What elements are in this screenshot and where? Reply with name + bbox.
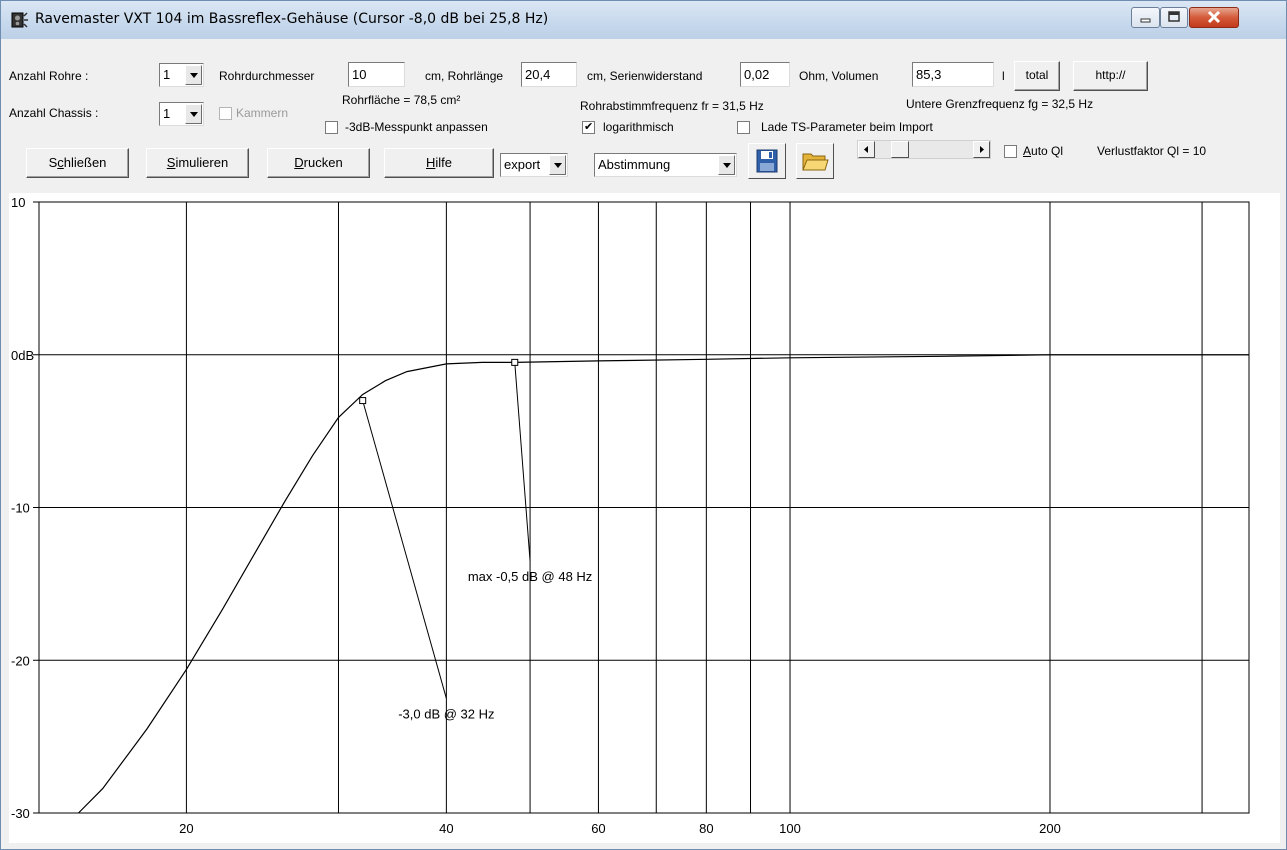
serienwiderstand-input[interactable]: 0,02 bbox=[740, 62, 790, 87]
title-bar[interactable]: Ravemaster VXT 104 im Bassreflex-Gehäuse… bbox=[1, 1, 1286, 39]
http-button[interactable]: http:// bbox=[1073, 61, 1148, 91]
chart-background bbox=[9, 193, 1280, 843]
x-tick-label: 20 bbox=[179, 821, 193, 836]
messpunkt-label: -3dB-Messpunkt anpassen bbox=[345, 120, 488, 134]
maximize-icon bbox=[1168, 11, 1180, 22]
auto-ql-checkbox[interactable] bbox=[1004, 145, 1017, 158]
y-tick-label: 10 bbox=[11, 195, 25, 210]
y-tick-label: 0dB bbox=[11, 348, 34, 363]
x-tick-label: 40 bbox=[439, 821, 453, 836]
annotation-marker bbox=[359, 397, 367, 405]
total-button[interactable]: total bbox=[1014, 61, 1060, 91]
scroll-right-button[interactable] bbox=[973, 141, 990, 158]
open-folder-icon bbox=[802, 153, 829, 171]
open-folder-button[interactable] bbox=[796, 143, 834, 179]
rohrabstimmfrequenz-text: Rohrabstimmfrequenz fr = 31,5 Hz bbox=[580, 99, 764, 113]
speaker-app-icon bbox=[11, 12, 28, 28]
grenzfrequenz-text: Untere Grenzfrequenz fg = 32,5 Hz bbox=[906, 97, 1094, 111]
chart-series bbox=[78, 354, 1249, 814]
close-icon bbox=[1207, 10, 1221, 24]
rohrlaenge-input[interactable]: 20,4 bbox=[521, 62, 577, 87]
chevron-down-icon[interactable] bbox=[718, 155, 735, 175]
lade-ts-checkbox[interactable] bbox=[737, 121, 750, 134]
volumen-input[interactable]: 85,3 bbox=[912, 62, 994, 87]
annotation-leader-line bbox=[514, 362, 531, 562]
simulieren-button[interactable]: Simulieren bbox=[146, 148, 249, 178]
serienwiderstand-label: cm, Serienwiderstand bbox=[587, 69, 703, 83]
y-tick-label: -30 bbox=[11, 806, 30, 821]
annotation-label: max -0,5 dB @ 48 Hz bbox=[468, 569, 592, 584]
client-area: Anzahl Rohre : 1 Rohrdurchmesser 10 cm, … bbox=[9, 43, 1280, 843]
volumen-label: Ohm, Volumen bbox=[799, 69, 879, 83]
abstimmung-select[interactable]: Abstimmung bbox=[594, 153, 737, 177]
x-tick-label: 200 bbox=[1039, 821, 1061, 836]
maximize-button[interactable] bbox=[1160, 7, 1188, 28]
chart-tick-labels: 10 0dB -10 -20 -30 20 40 60 80 100 200 bbox=[11, 195, 1061, 836]
anzahl-chassis-select[interactable]: 1 bbox=[159, 102, 204, 126]
arrow-right-icon bbox=[980, 146, 984, 153]
anzahl-rohre-select[interactable]: 1 bbox=[159, 63, 204, 87]
x-tick-label: 100 bbox=[779, 821, 801, 836]
chart-annotations: -3,0 dB @ 32 Hz max -0,5 dB @ 48 Hz bbox=[359, 358, 592, 721]
y-tick-label: -10 bbox=[11, 501, 30, 516]
anzahl-rohre-label: Anzahl Rohre : bbox=[9, 69, 89, 83]
arrow-left-icon bbox=[864, 146, 868, 153]
hilfe-button[interactable]: Hilfe bbox=[384, 148, 494, 178]
kammern-checkbox[interactable] bbox=[219, 107, 232, 120]
anzahl-chassis-label: Anzahl Chassis : bbox=[9, 106, 99, 120]
chart-grid bbox=[33, 201, 1250, 814]
auto-ql-label: Auto Ql bbox=[1023, 144, 1064, 158]
checkmark-icon: ✔ bbox=[584, 121, 594, 133]
annotation-marker bbox=[511, 358, 519, 366]
lade-ts-label: Lade TS-Parameter beim Import bbox=[761, 120, 933, 134]
scroll-thumb[interactable] bbox=[891, 141, 909, 158]
volumen-unit: l bbox=[1002, 69, 1005, 83]
annotation-leader-line bbox=[362, 400, 447, 699]
chevron-down-icon[interactable] bbox=[549, 155, 566, 175]
verlustfaktor-text: Verlustfaktor Ql = 10 bbox=[1097, 144, 1207, 158]
frequency-response-chart[interactable]: 10 0dB -10 -20 -30 20 40 60 80 100 200 -3,0 dB @ 3… bbox=[9, 193, 1280, 843]
minimize-button[interactable] bbox=[1131, 7, 1160, 28]
chevron-down-icon[interactable] bbox=[185, 104, 202, 124]
floppy-disk-icon bbox=[756, 149, 778, 173]
y-tick-label: -20 bbox=[11, 653, 30, 668]
rohrflaeche-text: Rohrfläche = 78,5 cm² bbox=[342, 93, 461, 107]
horizontal-scrollbar[interactable] bbox=[857, 140, 991, 159]
messpunkt-checkbox[interactable] bbox=[325, 121, 338, 134]
close-window-button[interactable] bbox=[1189, 7, 1239, 28]
minimize-icon bbox=[1140, 18, 1151, 23]
kammern-label: Kammern bbox=[236, 106, 289, 120]
save-button[interactable] bbox=[748, 143, 786, 179]
x-tick-label: 60 bbox=[591, 821, 605, 836]
x-tick-label: 80 bbox=[699, 821, 713, 836]
drucken-button[interactable]: Drucken bbox=[267, 148, 370, 178]
rohrdurchmesser-input[interactable]: 10 bbox=[348, 62, 405, 87]
scroll-left-button[interactable] bbox=[858, 141, 875, 158]
window-title: Ravemaster VXT 104 im Bassreflex-Gehäuse… bbox=[35, 11, 549, 27]
logarithmisch-checkbox[interactable]: ✔ bbox=[582, 121, 595, 134]
logarithmisch-label: logarithmisch bbox=[603, 120, 674, 134]
rohrdurchmesser-label: Rohrdurchmesser bbox=[219, 69, 315, 83]
chevron-down-icon[interactable] bbox=[185, 65, 202, 85]
rohrlaenge-label: cm, Rohrlänge bbox=[425, 69, 504, 83]
schliessen-button[interactable]: Schließen bbox=[26, 148, 129, 178]
response-curve bbox=[78, 354, 1249, 814]
annotation-label: -3,0 dB @ 32 Hz bbox=[398, 706, 494, 721]
export-select[interactable]: export bbox=[500, 153, 568, 177]
